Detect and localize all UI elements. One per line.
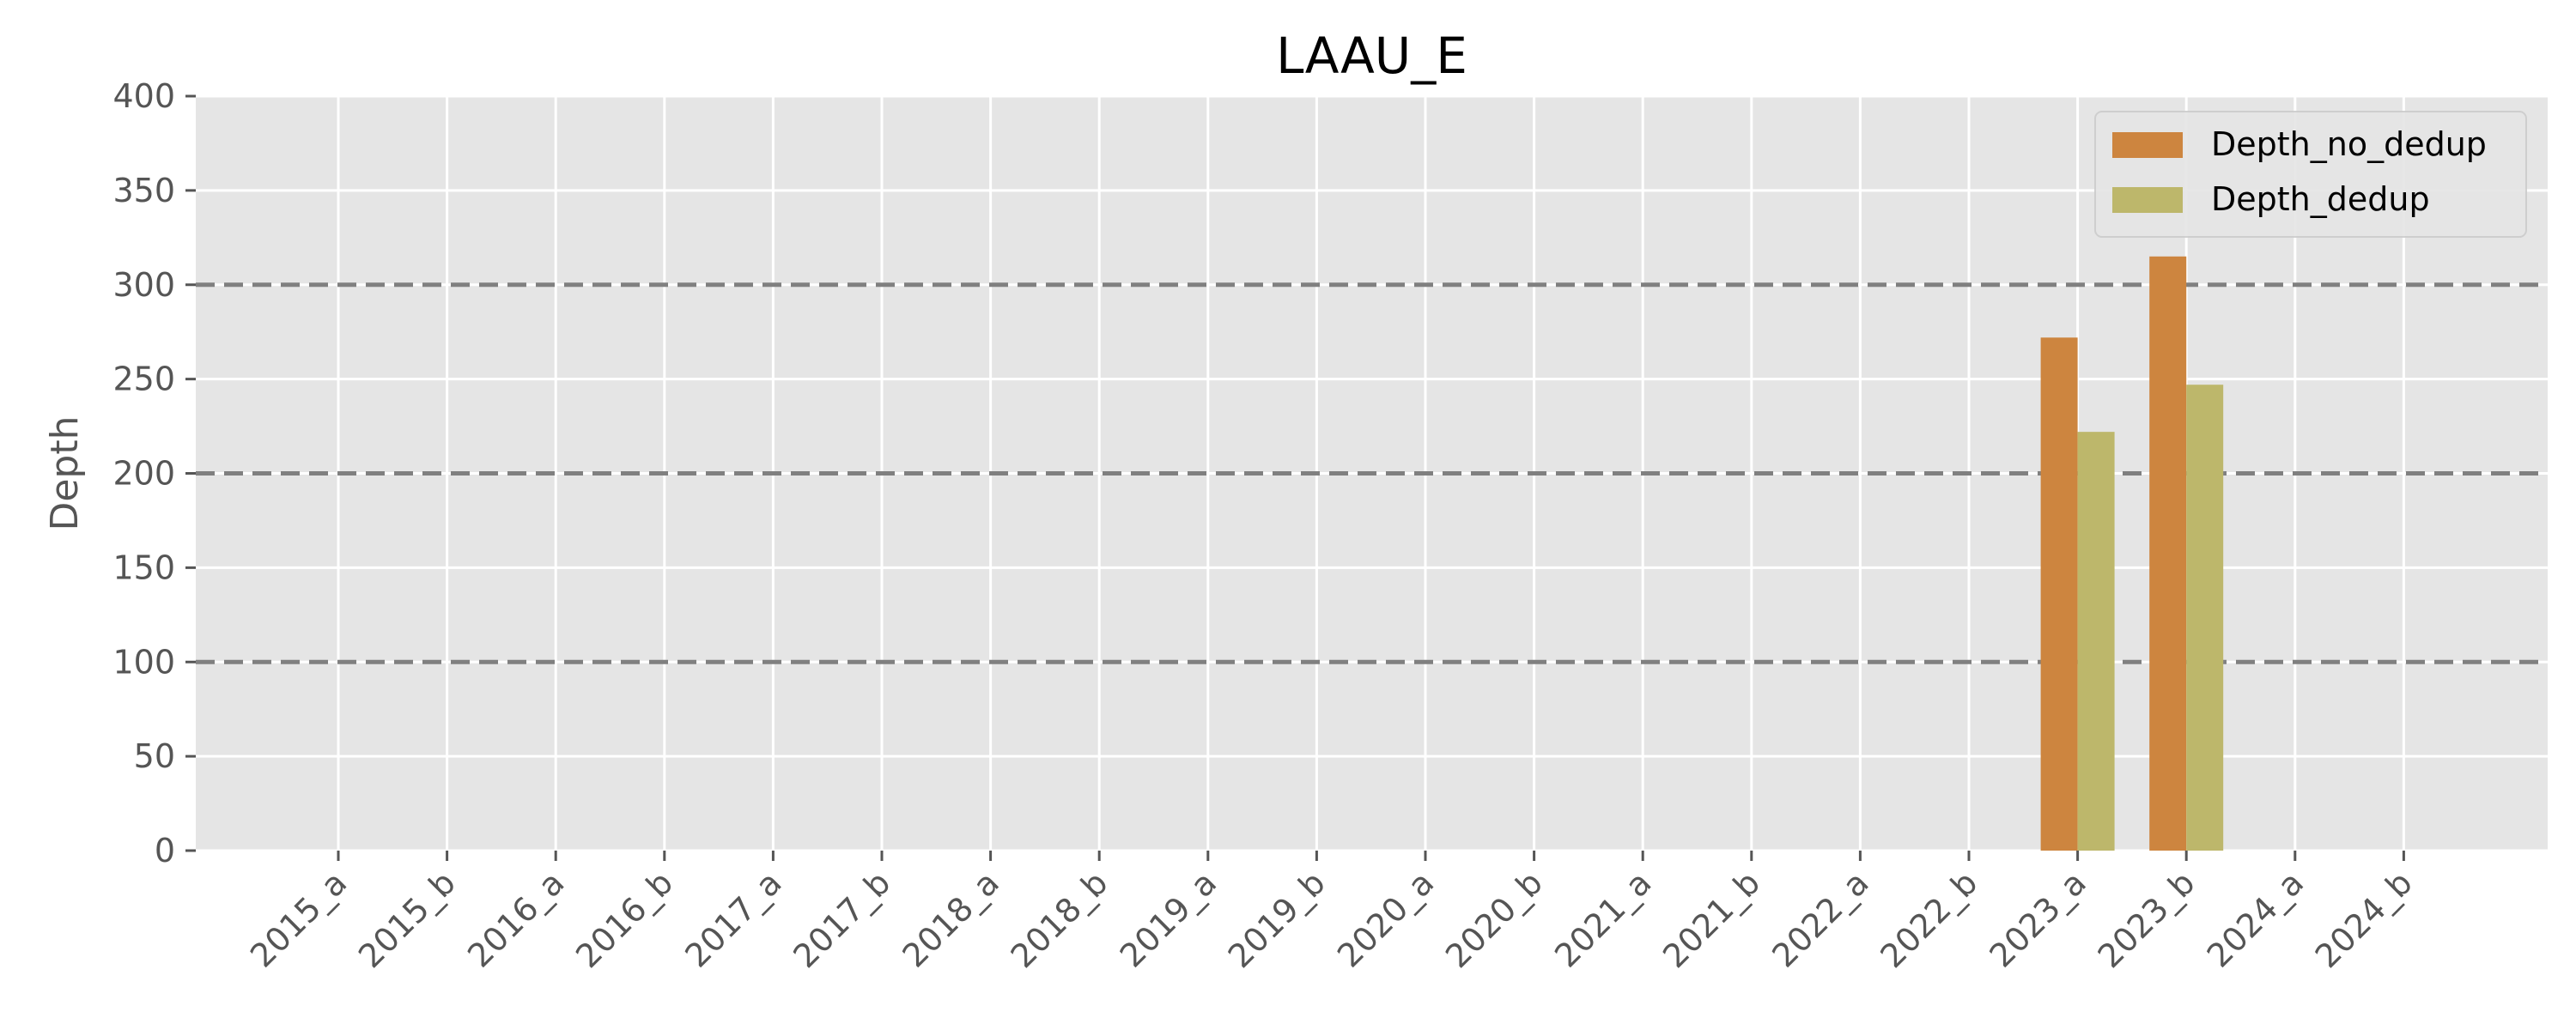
y-tick-label: 300 [112,266,175,304]
y-axis: 0 50 100 150 200 250 300 350 400 [112,77,196,869]
x-tick-label: 2019_a [1113,863,1224,974]
x-tick-label: 2015_a [243,863,354,974]
y-tick-label: 150 [112,548,175,586]
bar-Depth_no_dedup-2023_a [2040,337,2078,851]
bars [2040,256,2224,851]
x-tick-label: 2023_b [2091,863,2202,975]
x-tick-label: 2021_b [1656,863,1767,975]
y-tick-label: 400 [112,77,175,115]
x-tick-label: 2019_b [1221,863,1333,975]
x-tick-label: 2016_b [568,863,680,975]
legend-swatch [2112,132,2183,158]
y-axis-label: Depth [43,415,87,530]
legend-box [2094,111,2527,238]
legend-label: Depth_dedup [2211,180,2430,218]
x-tick-label: 2018_b [1004,863,1115,975]
x-tick-label: 2023_a [1983,863,2093,974]
x-tick-label: 2017_b [786,863,897,975]
legend: Depth_no_dedup Depth_dedup [2094,111,2527,238]
x-tick-label: 2022_b [1873,863,1984,975]
x-tick-label: 2022_a [1765,863,1875,974]
x-tick-label: 2024_b [2308,863,2420,975]
y-tick-label: 250 [112,360,175,398]
x-tick-label: 2021_a [1547,863,1658,974]
legend-label: Depth_no_dedup [2211,125,2487,163]
x-axis: 2015_a2015_b2016_a2016_b2017_a2017_b2018… [243,851,2420,975]
legend-swatch [2112,187,2183,213]
x-tick-label: 2015_b [351,863,463,975]
bar-Depth_no_dedup-2023_b [2149,256,2187,851]
chart-title: LAAU_E [1276,27,1467,85]
bar-Depth_dedup-2023_b [2186,385,2224,851]
x-tick-label: 2024_a [2200,863,2311,974]
y-tick-label: 50 [134,737,175,775]
y-tick-label: 100 [112,643,175,681]
y-tick-label: 200 [112,455,175,493]
y-tick-label: 0 [155,832,175,869]
x-tick-label: 2017_a [677,863,788,974]
y-tick-label: 350 [112,172,175,209]
bar-Depth_dedup-2023_a [2077,432,2115,851]
x-tick-label: 2016_a [460,863,571,974]
x-tick-label: 2020_a [1330,863,1441,974]
x-tick-label: 2018_a [896,863,1006,974]
x-tick-label: 2020_b [1438,863,1550,975]
